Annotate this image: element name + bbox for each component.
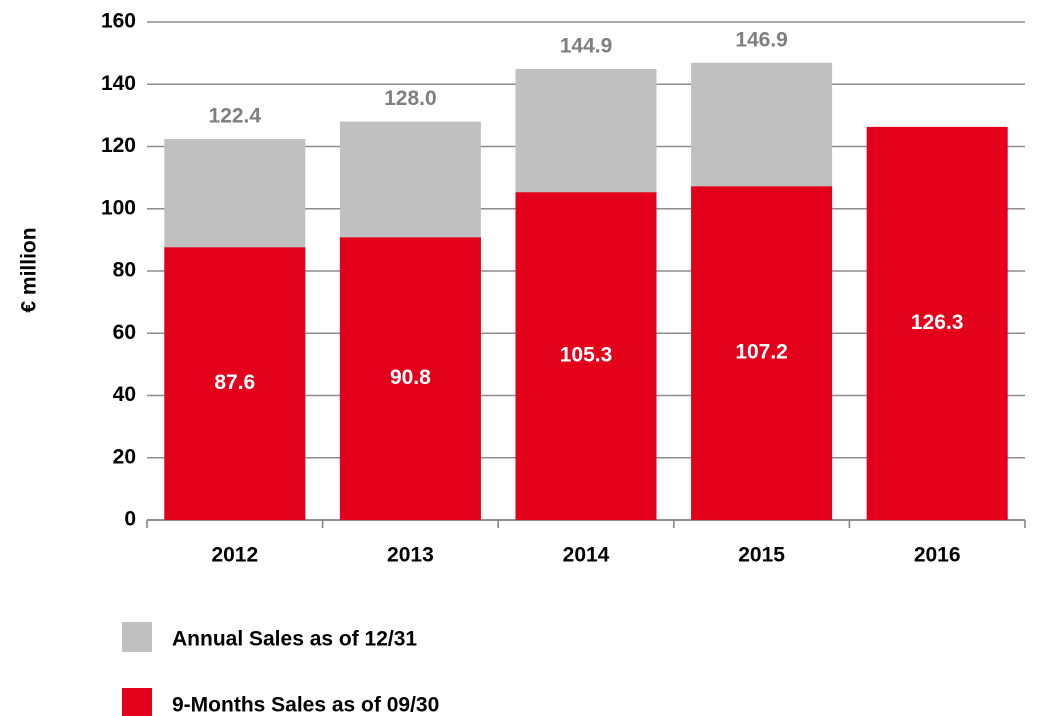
x-tick-label: 2012 <box>211 544 258 567</box>
value-label: 146.9 <box>735 28 788 51</box>
value-label: 90.8 <box>390 366 431 389</box>
value-label: 128.0 <box>384 87 437 110</box>
bar <box>866 126 1008 521</box>
y-tick-label: 80 <box>113 259 136 282</box>
legend-swatch <box>122 688 152 716</box>
y-tick-label: 20 <box>113 445 136 468</box>
y-tick-label: 120 <box>101 134 136 157</box>
x-tick-label: 2013 <box>387 544 434 567</box>
value-label: 126.3 <box>911 311 964 334</box>
legend-swatch <box>122 622 152 652</box>
value-label: 105.3 <box>560 344 613 367</box>
y-tick-label: 40 <box>113 383 136 406</box>
value-label: 107.2 <box>735 341 788 364</box>
x-tick-label: 2015 <box>738 544 785 567</box>
y-tick-label: 60 <box>113 321 136 344</box>
legend-label: Annual Sales as of 12/31 <box>172 628 417 651</box>
bar <box>164 247 306 520</box>
y-tick-label: 160 <box>101 10 136 33</box>
value-label: 144.9 <box>560 35 613 58</box>
bar <box>515 192 657 520</box>
value-label: 122.4 <box>209 105 262 128</box>
y-tick-label: 0 <box>124 508 136 531</box>
value-label: 87.6 <box>214 371 255 394</box>
y-tick-label: 140 <box>101 72 136 95</box>
bar <box>339 237 481 520</box>
bar <box>691 186 833 520</box>
legend-label: 9-Months Sales as of 09/30 <box>172 694 439 716</box>
x-tick-label: 2014 <box>563 544 610 567</box>
x-tick-label: 2016 <box>914 544 961 567</box>
y-tick-label: 100 <box>101 196 136 219</box>
y-axis-title: € million <box>18 227 41 312</box>
